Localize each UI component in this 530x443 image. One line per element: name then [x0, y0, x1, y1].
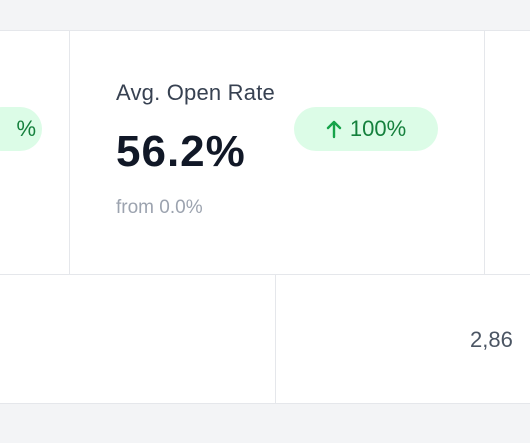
summary-row: s 2,86	[0, 275, 530, 404]
stat-divider	[484, 31, 485, 274]
cell-divider	[275, 275, 276, 403]
change-badge-text: 100%	[349, 116, 407, 141]
change-badge-text: %	[16, 116, 36, 141]
change-badge-partial: %	[0, 107, 42, 151]
stat-divider	[69, 31, 70, 274]
arrow-up-icon	[326, 119, 342, 139]
summary-cell-value: 2,86	[470, 327, 513, 352]
stat-previous-value: from 0.0%	[116, 197, 203, 218]
stat-value: 56.2%	[116, 127, 246, 176]
stat-label: Avg. Open Rate	[116, 80, 275, 105]
stats-card	[0, 30, 530, 275]
change-badge: 100%	[294, 107, 438, 151]
